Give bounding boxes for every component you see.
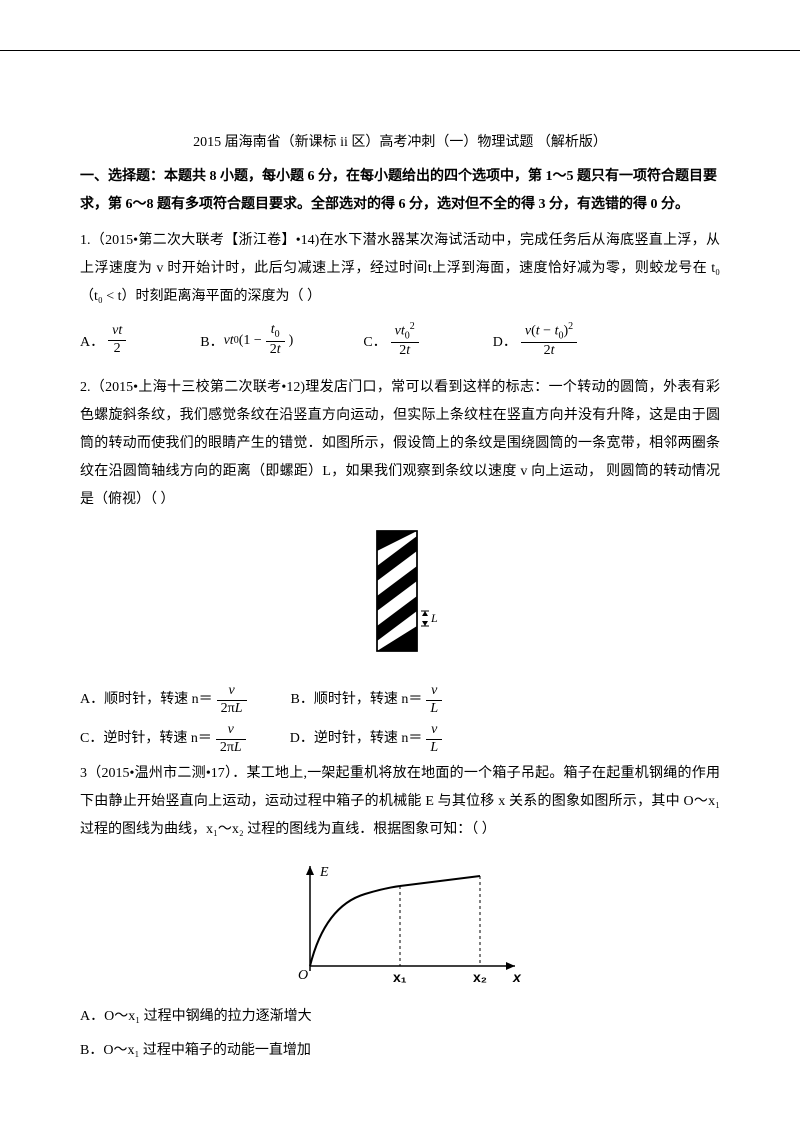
q3-figure: E O x₁ x₂ x [80, 856, 720, 991]
svg-text:O: O [298, 968, 308, 983]
q2-opts-row2: C．逆时针，转速 n＝ v2πL D．逆时针，转速 n＝ vL [80, 722, 720, 757]
svg-text:L: L [430, 611, 438, 625]
q2-opts-row1: A．顺时针，转速 n＝ v2πL B．顺时针，转速 n＝ vL [80, 683, 720, 718]
q2-figure: L [80, 526, 720, 671]
q2-opt-d-frac: vL [426, 722, 442, 757]
q2-opt-b-label: B．顺时针，转速 n＝ [291, 685, 423, 716]
q1-opt-b: B．vt0(1 − t02t) [200, 322, 293, 359]
page: 2015 届海南省（新课标 ii 区）高考冲刺（一）物理试题 （解析版） 一、选… [0, 50, 800, 1111]
q3-opt-b: B．O～x₁ 过程中箱子的动能一直增加 [80, 1037, 720, 1065]
svg-text:x₁: x₁ [393, 969, 407, 985]
q1-opt-a: A．vt2 [80, 323, 130, 358]
q3-opt-a: A．O～x₁ 过程中钢绳的拉力逐渐增大 [80, 1003, 720, 1031]
doc-title: 2015 届海南省（新课标 ii 区）高考冲刺（一）物理试题 （解析版） [80, 131, 720, 151]
q2-opt-a-label: A．顺时针，转速 n＝ [80, 685, 213, 716]
q2-stem: 2.（2015•上海十三校第二次联考•12)理发店门口，常可以看到这样的标志：一… [80, 374, 720, 514]
svg-text:E: E [319, 865, 329, 880]
barber-pole-icon: L [355, 526, 445, 666]
q2-opt-c-label: C．逆时针，转速 n＝ [80, 724, 212, 755]
energy-graph-icon: E O x₁ x₂ x [270, 856, 530, 986]
q2-opt-c-frac: v2πL [216, 722, 246, 757]
q1-stem: 1.（2015•第二次大联考【浙江卷】•14)在水下潜水器某次海试活动中，完成任… [80, 227, 720, 311]
q2-opt-d-label: D．逆时针，转速 n＝ [290, 724, 423, 755]
q1-options: A．vt2 B．vt0(1 − t02t) C．vt022t D．v(t − t… [80, 321, 720, 360]
svg-text:x₂: x₂ [473, 969, 487, 985]
q2-opt-b-frac: vL [426, 683, 442, 718]
q2-opt-a-frac: v2πL [217, 683, 247, 718]
instructions: 一、选择题：本题共 8 小题，每小题 6 分，在每小题给出的四个选项中，第 1～… [80, 163, 720, 219]
q1-opt-d: D．v(t − t0)22t [493, 321, 581, 360]
q1-opt-c: C．vt022t [363, 321, 422, 360]
q3-stem: 3（2015•温州市二测•17）．某工地上,一架起重机将放在地面的一个箱子吊起。… [80, 760, 720, 844]
svg-text:x: x [512, 969, 522, 985]
